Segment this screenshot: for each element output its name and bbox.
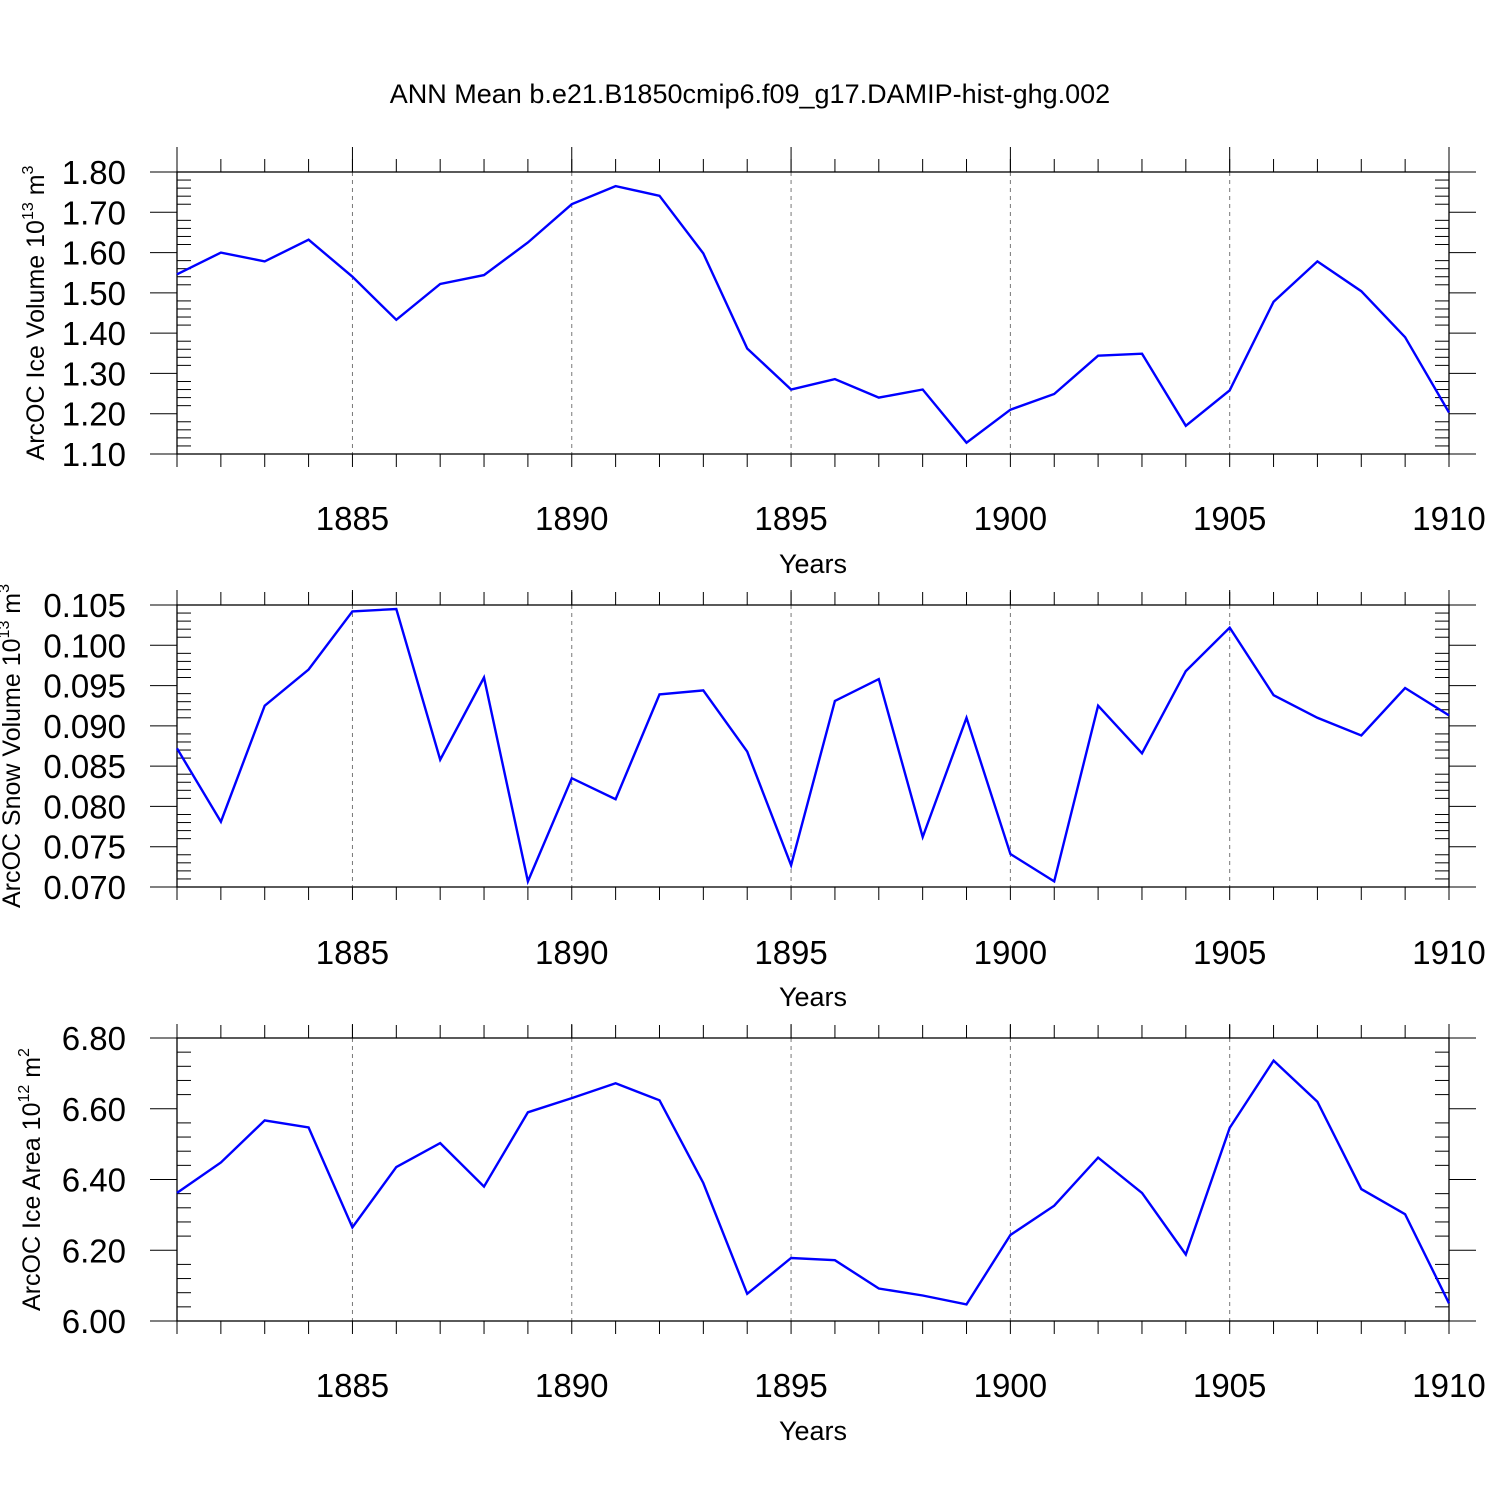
- y-tick-label: 1.20: [62, 396, 126, 433]
- x-tick-label: 1900: [974, 934, 1047, 971]
- x-tick-label: 1900: [974, 500, 1047, 537]
- y-tick-label: 0.075: [43, 829, 126, 866]
- y-tick-label: 6.80: [62, 1020, 126, 1057]
- y-tick-label: 0.100: [43, 627, 126, 664]
- y-tick-label: 0.070: [43, 869, 126, 906]
- y-axis-label: ArcOC Ice Volume 1013 m3: [20, 165, 50, 460]
- x-axis-label: Years: [779, 549, 847, 579]
- x-tick-label: 1910: [1412, 934, 1485, 971]
- x-tick-label: 1905: [1193, 934, 1266, 971]
- y-tick-label: 1.40: [62, 315, 126, 352]
- x-tick-label: 1885: [316, 934, 389, 971]
- series-line: [176, 1058, 1451, 1306]
- x-tick-label: 1885: [316, 1367, 389, 1404]
- plot-frame: [176, 604, 1450, 888]
- y-tick-label: 1.10: [62, 436, 126, 473]
- y-tick-label: 1.70: [62, 194, 126, 231]
- x-tick-label: 1895: [754, 1367, 827, 1404]
- y-tick-label: 0.090: [43, 708, 126, 745]
- y-tick-label: 6.40: [62, 1162, 126, 1199]
- y-tick-label: 1.80: [62, 154, 126, 191]
- x-axis-label: Years: [779, 982, 847, 1012]
- y-tick-label: 6.60: [62, 1091, 126, 1128]
- x-axis-label: Years: [779, 1416, 847, 1446]
- x-tick-label: 1890: [535, 500, 608, 537]
- y-tick-label: 0.105: [43, 587, 126, 624]
- panels: 1885 1890 1895 1900 1905 1910 1.101.20 1.301.40…: [0, 147, 1486, 1446]
- y-axis-label: ArcOC Ice Area 1012 m2: [16, 1048, 46, 1311]
- y-tick-label: 6.00: [62, 1303, 126, 1340]
- x-tick-label: 1900: [974, 1367, 1047, 1404]
- y-tick-label: 0.095: [43, 668, 126, 705]
- y-axis-label: ArcOC Snow Volume 1013 m3: [0, 584, 26, 908]
- x-tick-label: 1895: [754, 500, 827, 537]
- plot-frame: [176, 1037, 1450, 1322]
- series-line: [176, 184, 1451, 445]
- x-tick-label: 1910: [1412, 1367, 1485, 1404]
- y-tick-label: 0.085: [43, 748, 126, 785]
- panel-2: 1885 1890 1895 1900 1905 19100.0700.0750.0800…: [0, 584, 1486, 1012]
- x-tick-label: 1905: [1193, 500, 1266, 537]
- x-tick-label: 1895: [754, 934, 827, 971]
- x-tick-label: 1910: [1412, 500, 1485, 537]
- y-tick-label: 0.080: [43, 788, 126, 825]
- x-tick-label: 1885: [316, 500, 389, 537]
- plot-frame: [176, 171, 1450, 455]
- y-tick-label: 6.20: [62, 1232, 126, 1269]
- x-tick-label: 1890: [535, 1367, 608, 1404]
- chart-title: ANN Mean b.e21.B1850cmip6.f09_g17.DAMIP-…: [390, 79, 1110, 109]
- panel-3: 1885 1890 1895 1900 1905 1910 6.00 6.20 6.40 6.60…: [16, 1020, 1486, 1446]
- x-tick-label: 1905: [1193, 1367, 1266, 1404]
- series-line: [175, 607, 1450, 886]
- y-tick-label: 1.60: [62, 235, 126, 272]
- panel-1: 1885 1890 1895 1900 1905 1910 1.101.20 1.301.40…: [20, 147, 1486, 579]
- y-tick-label: 1.30: [62, 355, 126, 392]
- x-tick-label: 1890: [535, 934, 608, 971]
- y-tick-label: 1.50: [62, 275, 126, 312]
